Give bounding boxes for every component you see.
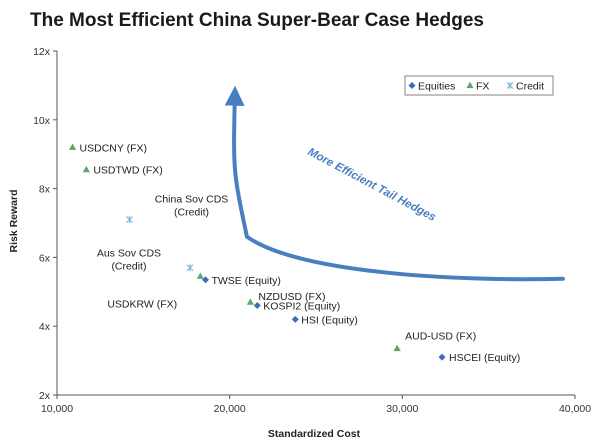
x-tick-label: 20,000	[214, 403, 246, 415]
point-label: HSI (Equity)	[301, 314, 358, 326]
legend-entry-credit: Credit	[506, 81, 544, 93]
y-tick-label: 8x	[39, 184, 51, 196]
y-ticks: 2x 4x 6x 8x 10x 12x	[33, 46, 57, 402]
x-ticks: 10,000 20,000 30,000 40,000	[41, 395, 591, 415]
fx-point-marker	[393, 344, 401, 352]
point-label: AUD-USD (FX)	[405, 331, 476, 343]
data-point: HSCEI (Equity)	[438, 352, 520, 364]
point-label: HSCEI (Equity)	[449, 352, 520, 364]
legend-entry-equities: Equities	[408, 81, 455, 93]
fx-point-marker	[82, 165, 90, 173]
equity-point-marker	[291, 315, 299, 323]
annotation-text: More Efficient Tail Hedges	[306, 146, 438, 224]
legend-entry-fx: FX	[466, 81, 489, 93]
series-credit: China Sov CDS (Credit) Aus Sov CDS (Credit)	[97, 194, 228, 273]
series-fx: USDCNY (FX) USDTWD (FX) USDKRW (FX) NZDUSD …	[68, 142, 476, 352]
data-point: USDKRW (FX)	[107, 272, 204, 310]
fx-point-marker	[196, 272, 204, 279]
credit-point-marker	[506, 82, 514, 89]
point-label: NZDUSD (FX)	[258, 291, 325, 303]
data-point: NZDUSD (FX)	[246, 291, 325, 305]
x-axis-label: Standardized Cost	[268, 428, 361, 440]
data-point: USDTWD (FX)	[82, 165, 163, 177]
plot-area: 10,000 20,000 30,000 40,000 2x4x6x8x10x12x …	[33, 46, 591, 415]
annotation: More Efficient Tail Hedges	[224, 85, 565, 282]
x-tick-label: 30,000	[386, 403, 418, 415]
legend-label: Credit	[516, 81, 544, 93]
credit-point-marker	[126, 216, 133, 224]
point-label: KOSPI2 (Equity)	[263, 301, 340, 313]
data-point: KOSPI2 (Equity)	[253, 301, 340, 313]
legend-label: Equities	[418, 81, 455, 93]
data-point: China Sov CDS (Credit)	[126, 194, 229, 224]
data-point: TWSE (Equity)	[201, 275, 281, 287]
data-point: HSI (Equity)	[291, 314, 358, 326]
legend-label: FX	[476, 81, 489, 93]
y-tick-label: 10x	[33, 115, 51, 127]
y-tick-label: 4x	[39, 321, 51, 333]
data-point: AUD-USD (FX)	[393, 331, 476, 352]
equity-point-marker	[408, 82, 416, 89]
fx-point-marker	[466, 81, 474, 89]
y-tick-label: 12x	[33, 46, 51, 58]
equity-point-marker	[201, 276, 209, 284]
y-tick-label: 2x	[39, 390, 51, 402]
legend-box	[404, 75, 554, 96]
efficiency-arrow	[224, 85, 565, 282]
data-point: Aus Sov CDS (Credit)	[97, 248, 194, 273]
fx-point-marker	[68, 143, 77, 150]
credit-point-marker	[186, 264, 194, 272]
point-label: USDKRW (FX)	[107, 298, 177, 310]
fx-point-marker	[246, 298, 254, 305]
data-points: TWSE (Equity) KOSPI2 (Equity)HSI (Equity)…	[68, 142, 520, 364]
y-axis-label: Risk Reward	[8, 189, 20, 252]
equity-point-marker	[438, 353, 446, 361]
x-tick-label: 40,000	[559, 403, 591, 415]
point-label: China Sov CDS (Credit)	[155, 194, 229, 219]
series-equities: TWSE (Equity) KOSPI2 (Equity)HSI (Equity)…	[201, 275, 520, 364]
x-tick-label: 10,000	[41, 403, 73, 415]
data-point: USDCNY (FX)	[68, 142, 147, 154]
point-label: Aus Sov CDS (Credit)	[97, 248, 161, 273]
point-label: USDTWD (FX)	[93, 165, 162, 177]
equity-point-marker	[253, 302, 261, 310]
point-label: TWSE (Equity)	[211, 275, 280, 287]
chart-title: The Most Efficient China Super-Bear Case…	[30, 10, 484, 31]
y-tick-label: 6x	[39, 252, 51, 264]
legend: Equities FX Credit	[404, 75, 554, 96]
point-label: USDCNY (FX)	[80, 142, 147, 154]
